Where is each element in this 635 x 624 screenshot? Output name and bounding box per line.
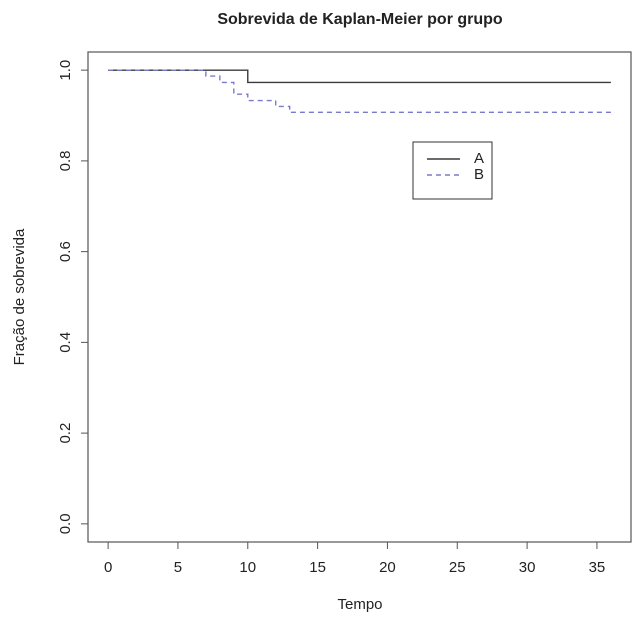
y-axis-label: Fração de sobrevida xyxy=(11,228,28,365)
x-tick-label: 20 xyxy=(379,559,396,576)
legend-label: A xyxy=(474,150,484,167)
y-tick-label: 0.8 xyxy=(57,150,74,171)
x-tick-label: 5 xyxy=(174,559,182,576)
y-tick-label: 0.0 xyxy=(57,513,74,534)
x-tick-label: 25 xyxy=(449,559,466,576)
y-tick-label: 0.2 xyxy=(57,423,74,444)
legend-box xyxy=(412,141,493,200)
survival-line xyxy=(108,69,611,114)
x-tick-label: 35 xyxy=(589,559,606,576)
legend-label: B xyxy=(474,166,484,183)
x-tick-label: 0 xyxy=(104,559,112,576)
y-tick-label: 1.0 xyxy=(57,60,74,81)
y-tick-label: 0.6 xyxy=(57,241,74,262)
x-axis-label: Tempo xyxy=(337,596,382,613)
y-tick-label: 0.4 xyxy=(57,332,74,353)
x-tick-label: 15 xyxy=(309,559,326,576)
plot-frame xyxy=(87,51,632,543)
x-tick-label: 10 xyxy=(239,559,256,576)
survival-line xyxy=(108,69,611,84)
x-tick-label: 30 xyxy=(519,559,536,576)
chart-title: Sobrevida de Kaplan-Meier por grupo xyxy=(217,11,503,28)
